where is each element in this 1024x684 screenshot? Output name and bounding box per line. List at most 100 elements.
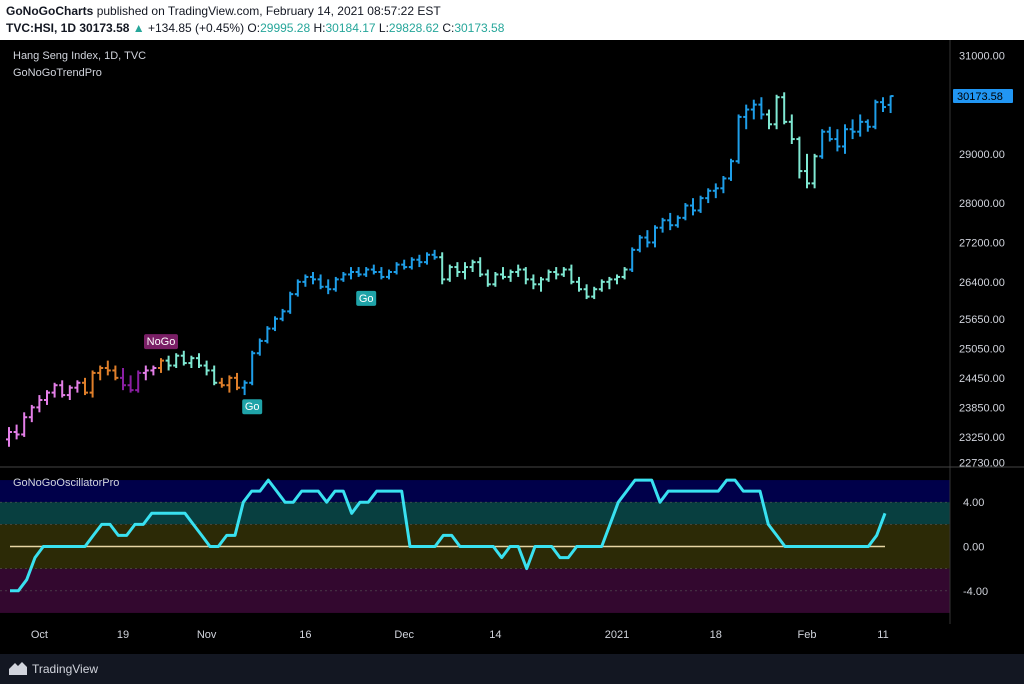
- price-tick-label: 31000.00: [959, 50, 1005, 62]
- price-bar: [728, 158, 734, 181]
- price-bar: [28, 404, 35, 423]
- price-bar: [515, 264, 522, 277]
- price-bar: [796, 136, 803, 179]
- badge-text: Go: [359, 293, 374, 305]
- trend-indicator-label[interactable]: GoNoGoTrendPro: [13, 67, 102, 79]
- published-text: published on TradingView.com, February 1…: [96, 4, 441, 18]
- price-bar: [325, 279, 332, 295]
- price-bar: [864, 119, 871, 132]
- main-pane-title: Hang Seng Index, 1D, TVC: [13, 50, 147, 62]
- time-tick-label: Nov: [197, 629, 217, 641]
- osc-tick-label: 0.00: [963, 542, 984, 554]
- time-tick-label: 2021: [605, 629, 629, 641]
- price-bar: [6, 427, 12, 447]
- price-bar: [652, 225, 658, 248]
- go-badge: Go: [242, 399, 263, 415]
- price-bar: [781, 92, 788, 125]
- price-bar: [469, 259, 476, 272]
- price-bar: [735, 114, 742, 164]
- price-bar: [887, 95, 894, 114]
- price-tick-label: 23250.00: [959, 432, 1005, 444]
- symbol-label: TVC:HSI, 1D: [6, 21, 77, 35]
- price-bar: [507, 269, 514, 282]
- price-bar: [880, 97, 886, 112]
- price-bar: [218, 377, 225, 388]
- price-bar: [629, 247, 636, 272]
- price-bar: [59, 380, 66, 398]
- price-bar: [416, 254, 423, 268]
- footer-bar: TradingView: [0, 654, 1024, 684]
- price-bar: [150, 365, 157, 376]
- time-tick-label: 11: [877, 629, 888, 641]
- price-bar: [211, 365, 218, 386]
- oscillator-indicator-label[interactable]: GoNoGoOscillatorPro: [13, 477, 120, 489]
- badge-box: [356, 290, 377, 306]
- osc-band-go: [0, 502, 950, 525]
- price-bar: [355, 267, 362, 277]
- price-bar: [287, 291, 294, 314]
- price-bar: [408, 257, 415, 270]
- price-bar: [317, 274, 324, 290]
- price-bar: [697, 195, 704, 213]
- price-bar: [811, 153, 818, 189]
- price-bar: [401, 259, 408, 270]
- price-tick-label: 25650.00: [959, 314, 1005, 326]
- price-bar: [439, 252, 446, 285]
- price-bar: [462, 262, 468, 280]
- price-bar: [363, 267, 370, 277]
- price-bar: [819, 129, 826, 159]
- price-bar: [766, 109, 772, 130]
- price-axis: 31000.00 29000.00 28000.00 27200.00 26400.00…: [949, 40, 1005, 624]
- price-bar: [310, 272, 316, 285]
- price-bar: [272, 316, 278, 332]
- price-bar: [66, 385, 73, 400]
- price-bar: [82, 377, 88, 396]
- price-bar: [743, 104, 750, 130]
- osc-band-strong-go: [0, 480, 950, 503]
- chart-area[interactable]: 31000.00 29000.00 28000.00 27200.00 26400.00…: [0, 40, 1024, 654]
- price-bar: [135, 370, 142, 393]
- badge-text: Go: [245, 401, 260, 413]
- price-bar: [636, 235, 643, 253]
- chart-svg[interactable]: 31000.00 29000.00 28000.00 27200.00 26400.00…: [0, 40, 1024, 654]
- price-bar: [51, 382, 58, 398]
- price-bar: [545, 269, 552, 282]
- low-label: L:: [378, 21, 389, 35]
- price-bar: [127, 375, 134, 393]
- price-bar: [165, 355, 172, 371]
- time-tick-label: 14: [489, 629, 501, 641]
- price-bar: [241, 380, 248, 396]
- price-bar: [332, 276, 339, 292]
- price-bar: [872, 99, 879, 130]
- price-bar: [576, 276, 582, 292]
- price-bar: [750, 99, 757, 120]
- price-bar: [826, 126, 833, 142]
- author-name[interactable]: GoNoGoCharts: [6, 4, 94, 18]
- price-tick-label: 28000.00: [959, 198, 1005, 210]
- price-bar: [849, 119, 856, 140]
- close-value: 30173.58: [454, 21, 505, 35]
- change-arrow-icon: ▲: [132, 21, 145, 35]
- time-tick-label: Oct: [31, 629, 48, 641]
- publish-line: GoNoGoCharts published on TradingView.co…: [6, 4, 441, 18]
- osc-tick-label: -4.00: [963, 586, 988, 598]
- last-price: 30173.58: [79, 21, 130, 35]
- price-bar: [583, 284, 590, 300]
- price-bar: [264, 326, 271, 344]
- oscillator-axis: 4.00 0.00 -4.00: [963, 497, 988, 598]
- price-bar: [446, 264, 453, 282]
- price-bar: [188, 355, 195, 368]
- price-bar: [142, 365, 149, 381]
- time-tick-label: Dec: [394, 629, 414, 641]
- price-bar: [158, 358, 164, 373]
- open-value: 29995.28: [260, 21, 311, 35]
- price-bar: [682, 203, 689, 221]
- price-bar: [614, 274, 620, 285]
- tradingview-logo-icon[interactable]: [8, 662, 28, 676]
- footer-brand[interactable]: TradingView: [32, 662, 99, 676]
- price-bar: [249, 350, 256, 386]
- go-badge: Go: [356, 290, 377, 306]
- price-bar: [720, 176, 727, 194]
- price-bar: [773, 94, 780, 130]
- price-tick-label: 22730.00: [959, 458, 1005, 470]
